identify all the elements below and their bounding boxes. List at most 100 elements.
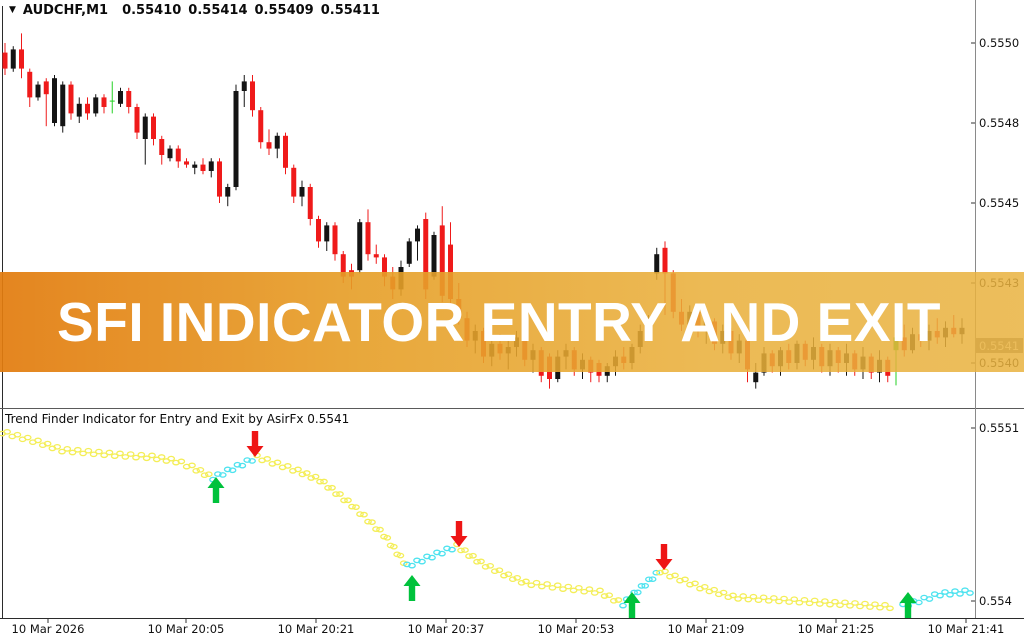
trend-line-link [656, 569, 664, 576]
trend-line-link [438, 550, 446, 557]
trend-line-link [294, 466, 302, 473]
trend-line-link [548, 584, 557, 591]
candle-body [225, 187, 231, 197]
trend-line-link [413, 557, 421, 564]
trend-line-link [936, 592, 944, 599]
trend-line-link [619, 602, 627, 609]
candle-body [151, 116, 156, 139]
trend-line-link [63, 446, 72, 452]
trend-line-link [681, 576, 689, 583]
trend-line-link [233, 461, 242, 468]
candle-body [431, 235, 437, 277]
sell-arrow-icon [246, 431, 264, 457]
trend-line-link [58, 448, 66, 455]
trend-line-link [831, 598, 839, 605]
candle-body [291, 167, 297, 197]
candle-body [43, 81, 49, 95]
trend-line-link [433, 549, 441, 556]
candle-body [93, 97, 99, 114]
trend-line-link [100, 452, 109, 459]
trend-line-link [214, 471, 222, 477]
candle-body [365, 222, 371, 255]
candle-body [423, 219, 429, 290]
trend-line-link [517, 579, 526, 586]
trend-line-link [307, 475, 316, 481]
candle-body [241, 81, 247, 91]
trend-line-link [68, 449, 77, 456]
trend-line-link [352, 504, 360, 510]
chart-ohlc-header: ▼ AUDCHF,M1 0.55410 0.55414 0.55409 0.55… [9, 3, 387, 18]
candle-body [373, 254, 379, 258]
trend-line-link [961, 587, 969, 594]
trend-line-link [473, 558, 481, 565]
sub-price-tick-label: 0.554 [979, 594, 1012, 608]
trend-line-link [861, 600, 869, 607]
trend-line-link [836, 602, 844, 609]
trend-line-link [110, 453, 119, 459]
trend-line-link [34, 437, 42, 444]
trend-line-link [298, 471, 307, 478]
trend-line-link [596, 587, 604, 594]
candle-body [654, 254, 660, 274]
time-tick-label: 10 Mar 20:37 [408, 622, 485, 636]
sell-arrow-icon [450, 521, 468, 547]
trend-line-link [754, 597, 763, 604]
banner-title: SFI INDICATOR ENTRY AND EXIT [57, 291, 941, 353]
trend-line-link [956, 591, 964, 597]
trend-line-link [652, 569, 661, 576]
trend-line-link [866, 604, 874, 610]
trend-line-link [815, 601, 824, 607]
price-tick-label: 0.5545 [979, 196, 1019, 210]
trend-line-link [538, 583, 546, 590]
candle-body [35, 84, 41, 98]
trend-line-link [356, 511, 364, 517]
trend-line-link [443, 545, 451, 552]
sell-arrow-icon [655, 544, 673, 570]
trend-line-link [600, 593, 609, 599]
trend-line-link [764, 597, 773, 604]
trend-line-link [946, 591, 954, 598]
trend-line-link [508, 576, 517, 583]
trend-line-link [403, 561, 411, 568]
candle-body [192, 164, 198, 168]
trend-line-link [344, 497, 352, 504]
trend-line-link [951, 588, 959, 594]
trend-line-link [126, 451, 135, 457]
trend-line-link [645, 576, 653, 583]
candle-body [60, 84, 66, 127]
ohlc-high-value: 0.55414 [188, 3, 248, 18]
promo-banner: SFI INDICATOR ENTRY AND EXIT [0, 272, 1024, 372]
trend-line-link [925, 596, 934, 602]
trend-line-link [73, 446, 82, 453]
sub-price-tick-label: 0.5551 [979, 421, 1019, 435]
candle-body [184, 161, 189, 165]
trend-line-link [302, 470, 311, 476]
candle-body [662, 247, 668, 274]
candle-body [159, 139, 165, 155]
trend-line-link [481, 563, 490, 570]
trend-line-link [666, 573, 674, 580]
candle-body [415, 228, 420, 242]
trend-line-link [504, 571, 513, 578]
trend-line-link [876, 604, 884, 611]
trend-line-link [719, 589, 728, 596]
ohlc-open-value: 0.55410 [122, 3, 182, 18]
trend-line-link [228, 467, 237, 474]
candle-body [217, 161, 222, 197]
trend-line-link [527, 582, 536, 589]
trend-line-link [769, 595, 778, 601]
trend-line-link [200, 472, 209, 479]
trend-line-link [795, 599, 804, 606]
trend-line-link [218, 472, 227, 478]
time-tick-label: 10 Mar 20:21 [278, 622, 355, 636]
trend-line-link [522, 578, 530, 585]
trend-line-link [283, 463, 292, 469]
trend-line-link [590, 590, 599, 596]
symbol-dropdown-icon[interactable]: ▼ [9, 4, 16, 15]
trend-line-link [691, 580, 699, 587]
trend-line-link [204, 471, 213, 478]
trend-line-link [383, 534, 392, 541]
candle-body [406, 241, 412, 264]
trend-line-link [192, 467, 201, 474]
